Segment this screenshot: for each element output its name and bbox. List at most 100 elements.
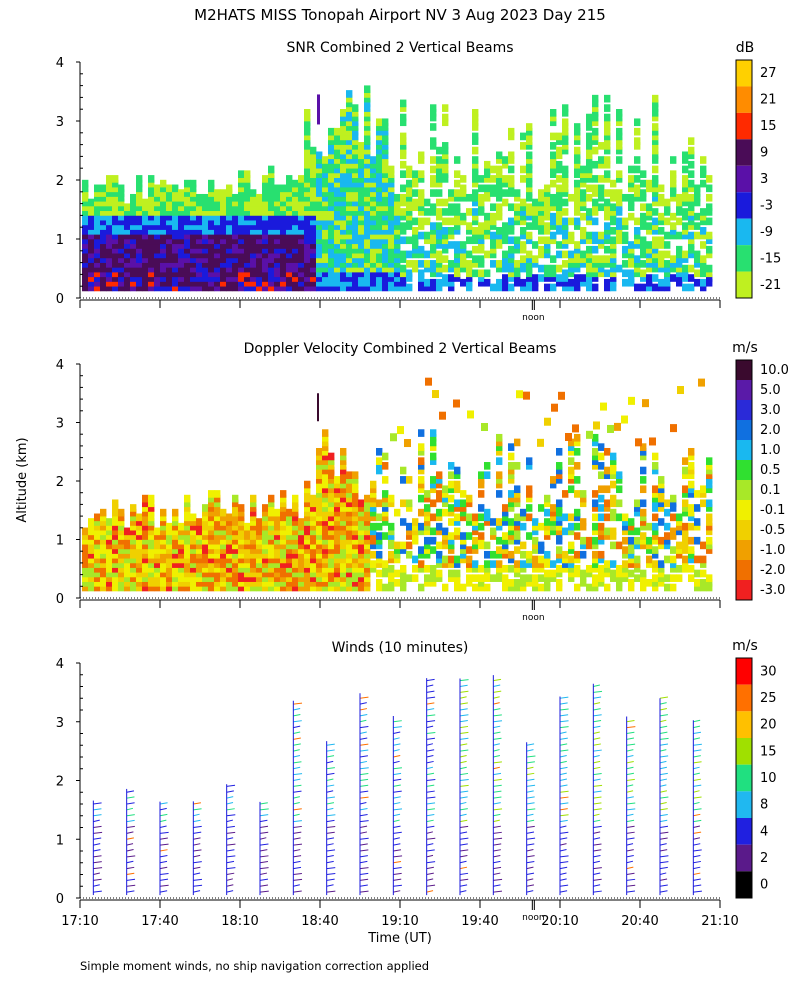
wind-barb xyxy=(293,878,303,881)
vel-cell xyxy=(268,555,275,564)
panel-3-title: Winds (10 minutes) xyxy=(332,640,469,656)
snr-cell xyxy=(418,260,425,268)
snr-cell xyxy=(448,278,455,287)
snr-cell xyxy=(706,231,713,240)
wind-barb xyxy=(593,867,602,870)
snr-cell xyxy=(124,274,131,282)
vel-cell xyxy=(502,564,509,573)
vel-cell xyxy=(658,579,665,587)
snr-cell xyxy=(472,231,479,240)
wind-barb xyxy=(326,837,335,840)
vel-cell xyxy=(430,574,437,582)
snr-cell xyxy=(340,118,347,127)
panel-1-title: SNR Combined 2 Vertical Beams xyxy=(286,40,513,56)
snr-cell xyxy=(352,151,359,160)
vel-cell xyxy=(454,518,461,526)
vel-cell xyxy=(562,555,569,564)
vel-cell xyxy=(652,532,659,540)
vel-cell xyxy=(196,527,203,536)
snr-cell xyxy=(538,189,545,197)
vel-cell xyxy=(622,560,629,568)
vel-cell xyxy=(460,490,467,498)
wind-barb xyxy=(626,790,634,793)
snr-cell xyxy=(526,165,533,174)
vel-cell xyxy=(514,560,521,568)
vel-cell xyxy=(214,541,221,550)
vel-cell xyxy=(652,546,659,554)
vel-cell xyxy=(226,564,233,573)
wind-barb xyxy=(126,837,134,840)
snr-cell xyxy=(364,212,371,221)
wind-barb xyxy=(259,855,269,858)
vel-cell xyxy=(628,536,635,545)
vel-cell xyxy=(352,532,359,540)
snr-cell xyxy=(364,127,371,136)
snr-cell xyxy=(106,255,113,263)
snr-cell xyxy=(412,203,419,212)
wind-barb xyxy=(559,884,569,887)
snr-cell xyxy=(226,269,233,278)
vel-cell xyxy=(436,555,443,564)
snr-cell xyxy=(100,278,107,287)
vel-cell xyxy=(592,462,599,470)
vel-cell xyxy=(472,536,479,545)
snr-cell xyxy=(574,278,581,287)
vel-cell xyxy=(634,536,641,545)
vel-cell xyxy=(598,513,605,522)
snr-cell xyxy=(442,264,449,273)
snr-cell xyxy=(94,236,101,245)
snr-cell xyxy=(268,278,275,287)
wind-barb xyxy=(459,731,469,734)
snr-cell xyxy=(472,160,479,169)
snr-cell xyxy=(322,255,329,263)
snr-cell xyxy=(556,132,563,141)
colorbar-swatch xyxy=(736,871,752,898)
wind-barb xyxy=(693,837,701,840)
snr-cell xyxy=(634,231,641,240)
snr-cell xyxy=(280,193,287,202)
vel-cell xyxy=(676,550,683,559)
snr-cell xyxy=(310,212,317,221)
snr-cell xyxy=(202,203,209,212)
vel-cell xyxy=(706,583,713,592)
vel-cell xyxy=(514,462,521,470)
vel-cell xyxy=(142,579,149,587)
vel-cell xyxy=(112,541,119,550)
snr-cell xyxy=(94,184,101,193)
snr-cell xyxy=(520,165,527,174)
snr-cell xyxy=(532,198,539,207)
snr-cell xyxy=(184,231,191,240)
vel-cell xyxy=(376,522,383,531)
vel-cell xyxy=(400,499,407,508)
snr-cell xyxy=(334,137,341,145)
snr-cell xyxy=(574,245,581,254)
vel-cell xyxy=(676,527,683,536)
snr-cell xyxy=(592,118,599,127)
snr-cell xyxy=(490,250,497,259)
vel-cell xyxy=(472,574,479,582)
snr-cell xyxy=(322,260,329,268)
vel-cell xyxy=(106,522,113,531)
snr-cell xyxy=(484,165,491,174)
snr-cell xyxy=(358,142,365,150)
snr-cell xyxy=(628,260,635,268)
wind-barb xyxy=(459,866,468,870)
vel-cell xyxy=(556,546,563,554)
snr-cell xyxy=(148,175,155,183)
vel-cell xyxy=(364,541,371,550)
vel-cell xyxy=(274,583,281,592)
snr-cell xyxy=(160,227,167,235)
snr-cell xyxy=(562,189,569,197)
snr-cell xyxy=(286,193,293,202)
snr-cell xyxy=(250,203,257,212)
snr-cell xyxy=(388,217,395,226)
snr-cell xyxy=(454,208,461,216)
snr-cell xyxy=(334,212,341,221)
snr-cell xyxy=(118,222,125,230)
wind-barb xyxy=(559,802,569,805)
vel-cell xyxy=(226,583,233,592)
snr-cell xyxy=(490,231,497,240)
snr-cell xyxy=(340,255,347,263)
snr-cell xyxy=(520,208,527,216)
